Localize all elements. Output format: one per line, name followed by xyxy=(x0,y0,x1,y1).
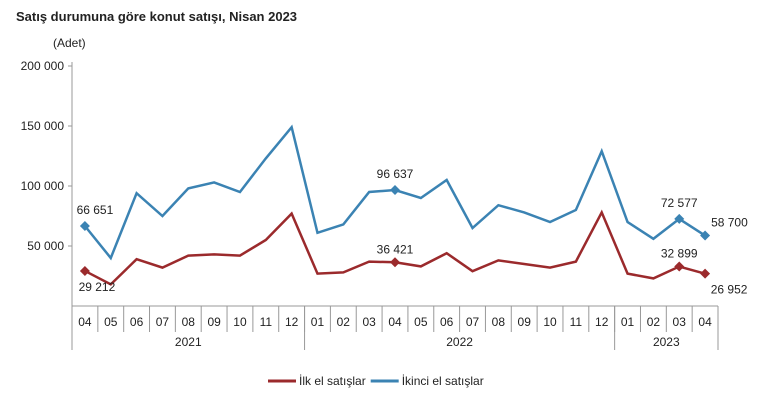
data-label: 58 700 xyxy=(711,216,748,230)
y-tick-label: 200 000 xyxy=(21,59,65,73)
x-tick-label: 03 xyxy=(673,315,687,329)
x-tick-label: 06 xyxy=(440,315,454,329)
y-tick-label: 100 000 xyxy=(21,179,65,193)
data-label: 96 637 xyxy=(377,167,414,181)
x-tick-label: 08 xyxy=(492,315,506,329)
x-tick-label: 02 xyxy=(647,315,661,329)
x-tick-label: 12 xyxy=(595,315,609,329)
x-tick-label: 04 xyxy=(698,315,712,329)
year-label: 2022 xyxy=(446,335,473,349)
x-tick-label: 05 xyxy=(104,315,118,329)
data-label: 32 899 xyxy=(661,247,698,261)
data-label: 36 421 xyxy=(377,242,414,256)
x-tick-label: 09 xyxy=(518,315,532,329)
x-tick-label: 10 xyxy=(543,315,557,329)
data-label: 72 577 xyxy=(661,196,698,210)
y-axis-label: (Adet) xyxy=(53,36,86,50)
x-tick-label: 01 xyxy=(621,315,635,329)
x-tick-label: 05 xyxy=(414,315,428,329)
x-tick-label: 09 xyxy=(207,315,221,329)
data-marker xyxy=(674,261,685,272)
data-label: 29 212 xyxy=(79,280,116,294)
data-marker xyxy=(390,185,400,196)
y-tick-label: 150 000 xyxy=(21,119,65,133)
chart-title: Satış durumuna göre konut satışı, Nisan … xyxy=(16,9,297,24)
x-tick-label: 06 xyxy=(130,315,144,329)
x-tick-label: 07 xyxy=(156,315,170,329)
y-tick-label: 50 000 xyxy=(27,239,64,253)
data-label: 26 952 xyxy=(711,283,748,297)
year-label: 2023 xyxy=(653,335,680,349)
x-tick-label: 04 xyxy=(78,315,92,329)
data-marker xyxy=(700,230,711,241)
x-tick-label: 02 xyxy=(337,315,351,329)
x-tick-label: 07 xyxy=(466,315,480,329)
legend-label: İlk el satışlar xyxy=(299,374,366,388)
x-tick-label: 01 xyxy=(311,315,325,329)
x-tick-label: 12 xyxy=(285,315,299,329)
x-tick-label: 04 xyxy=(388,315,402,329)
x-tick-label: 11 xyxy=(260,315,273,329)
data-label: 66 651 xyxy=(77,203,114,217)
data-marker xyxy=(390,257,400,268)
data-marker xyxy=(79,221,90,232)
data-marker xyxy=(79,265,90,276)
legend-label: İkinci el satışlar xyxy=(402,374,484,388)
x-tick-label: 03 xyxy=(362,315,376,329)
data-marker xyxy=(700,268,711,279)
x-tick-label: 08 xyxy=(182,315,196,329)
data-marker xyxy=(674,213,685,224)
x-tick-label: 11 xyxy=(570,315,583,329)
x-tick-label: 10 xyxy=(233,315,247,329)
year-label: 2021 xyxy=(175,335,202,349)
